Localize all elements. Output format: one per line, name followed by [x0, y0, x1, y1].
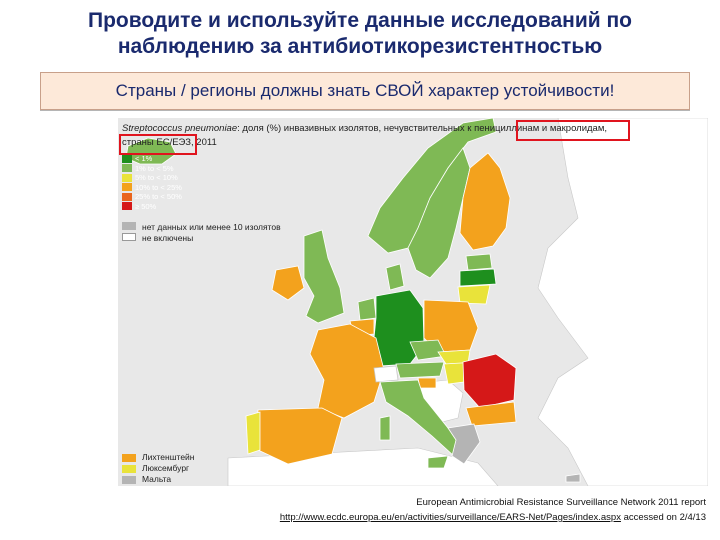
legend-swatch [122, 183, 132, 192]
country-sardinia [379, 415, 391, 441]
legend-swatch [122, 202, 132, 211]
non-eu-landmass [537, 118, 708, 486]
country-netherlands [357, 297, 377, 321]
legend-label: 1% to < 5% [135, 163, 174, 173]
country-france [309, 323, 385, 419]
title-line-2: наблюдению за антибиотикорезистентностью [117, 35, 603, 58]
legend-label: 5% to < 10% [135, 173, 178, 183]
highlight-penicillins [516, 120, 630, 141]
legend-missing: нет данных или менее 10 изолятов не вклю… [122, 222, 281, 244]
title-line-1: Проводите и используйте данные исследова… [87, 9, 632, 32]
map-svg [125, 118, 708, 486]
country-portugal [245, 411, 261, 455]
map-caption: Streptococcus pneumoniae: доля (%) инваз… [122, 122, 627, 150]
country-latvia [459, 268, 497, 287]
slide-title: Проводите и используйте данные исследова… [0, 8, 720, 60]
small-country-label: Люксембург [142, 463, 190, 473]
subtitle-text: Страны / регионы должны знать СВОЙ харак… [115, 81, 615, 100]
map-legend: < 1% 1% to < 5% 5% to < 10% 10% to < 25% 25%… [122, 154, 182, 211]
europe-resistance-map: Streptococcus pneumoniae: доля (%) инваз… [118, 118, 708, 486]
legend-item: 25% to < 50% [122, 192, 182, 202]
small-country-item: Лихтенштейн [122, 452, 195, 463]
country-denmark [385, 263, 405, 291]
footer-source: European Antimicrobial Resistance Survei… [416, 497, 706, 508]
legend-item: 10% to < 25% [122, 183, 182, 193]
country-slovenia [417, 377, 437, 389]
nodata-label: нет данных или менее 10 изолятов [142, 222, 281, 232]
highlight-macrolides [119, 134, 197, 155]
country-finland [459, 152, 511, 251]
legend-item: 1% to < 5% [122, 164, 182, 174]
footer-link[interactable]: http://www.ecdc.europa.eu/en/activities/… [279, 512, 621, 523]
notincluded-swatch [122, 233, 136, 241]
legend-swatch [122, 173, 132, 182]
legend-item: ≥ 50% [122, 202, 182, 212]
source-footer: European Antimicrobial Resistance Survei… [280, 495, 706, 525]
nodata-swatch [122, 222, 136, 230]
country-sicily [427, 455, 449, 469]
country-lithuania [457, 284, 491, 305]
footer-accessed: accessed on 2/4/13 [620, 512, 706, 523]
country-greece [447, 423, 481, 465]
legend-label: 10% to < 25% [135, 182, 182, 192]
subtitle-callout: Страны / регионы должны знать СВОЙ харак… [40, 72, 690, 110]
legend-label: < 1% [135, 154, 153, 164]
small-country-swatch [122, 475, 136, 484]
country-austria [395, 361, 445, 379]
country-estonia [465, 253, 493, 271]
legend-item: 5% to < 10% [122, 173, 182, 183]
legend-swatch [122, 164, 132, 173]
small-country-item: Мальта [122, 474, 195, 485]
country-ireland [271, 265, 305, 301]
caption-organism: Streptococcus pneumoniae [122, 123, 238, 134]
small-country-swatch [122, 464, 136, 473]
small-country-item: Люксембург [122, 463, 195, 474]
country-switzerland [373, 365, 399, 383]
legend-small-countries: Лихтенштейн Люксембург Мальта [122, 452, 195, 485]
caption-description: : доля (%) инвазивных изолятов, нечувств… [122, 123, 608, 148]
legend-label: 25% to < 50% [135, 192, 182, 202]
country-uk [303, 229, 345, 324]
small-country-label: Лихтенштейн [142, 452, 195, 462]
notincluded-label: не включены [142, 233, 194, 243]
legend-swatch [122, 192, 132, 201]
country-bulgaria [465, 401, 517, 427]
legend-item: < 1% [122, 154, 182, 164]
small-country-swatch [122, 453, 136, 462]
small-country-label: Мальта [142, 474, 172, 484]
country-cyprus [565, 473, 581, 483]
legend-swatch [122, 154, 132, 163]
country-romania [462, 353, 517, 409]
legend-label: ≥ 50% [135, 201, 157, 211]
